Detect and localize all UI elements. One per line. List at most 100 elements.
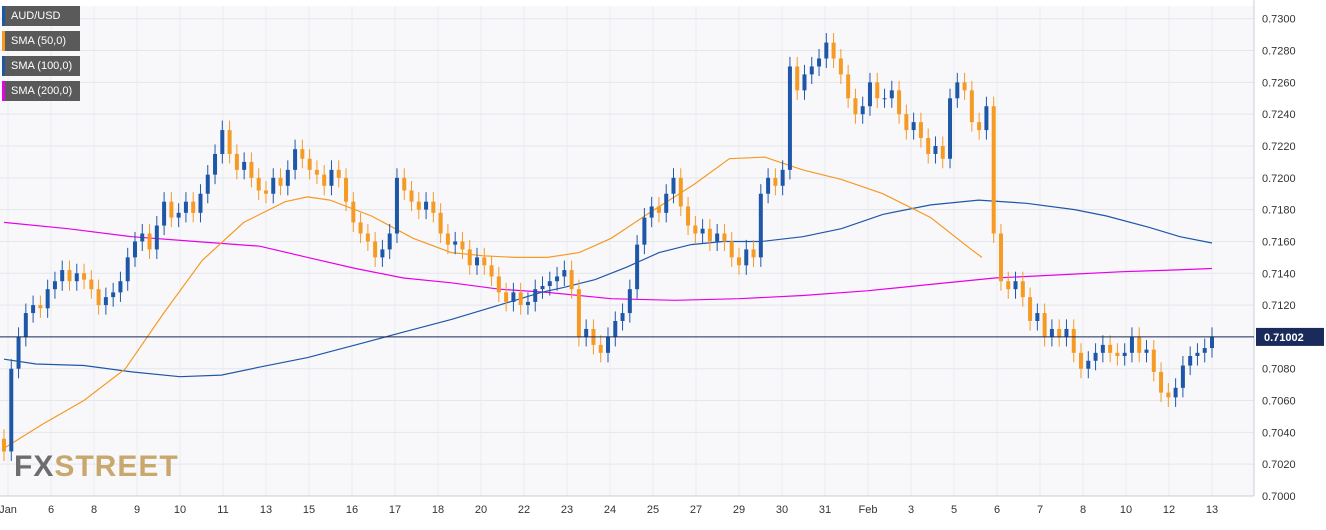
candle-body	[802, 74, 807, 91]
candle-body	[1079, 352, 1084, 369]
candle-body	[387, 233, 392, 250]
y-tick-label: 0.7280	[1262, 46, 1296, 58]
candle-body	[1042, 313, 1047, 337]
candle-body	[242, 161, 247, 170]
x-tick-label: 16	[346, 504, 358, 516]
candle-body	[576, 289, 581, 337]
x-tick-label: 29	[733, 504, 745, 516]
candle-body	[52, 281, 57, 290]
x-tick-label: 7	[1037, 504, 1043, 516]
candle-body	[518, 292, 523, 306]
watermark-part2: STREET	[54, 450, 179, 483]
candle-body	[263, 190, 268, 194]
candle-body	[1020, 281, 1025, 298]
x-tick-label: 3	[908, 504, 914, 516]
legend-swatch	[2, 56, 5, 76]
y-tick-label: 0.7220	[1262, 141, 1296, 153]
candle-body	[678, 177, 683, 207]
candle-body	[169, 201, 174, 218]
candle-body	[686, 206, 691, 226]
candle-body	[314, 169, 319, 175]
candle-body	[853, 98, 858, 115]
x-tick-label: 24	[604, 504, 616, 516]
legend-item-sma50[interactable]: SMA (50,0)	[2, 31, 81, 51]
y-tick-label: 0.7000	[1262, 491, 1296, 503]
candle-body	[766, 177, 771, 194]
legend: AUD/USD SMA (50,0) SMA (100,0) SMA (200,…	[2, 6, 81, 106]
candle-body	[897, 90, 902, 115]
candle-body	[1049, 328, 1054, 337]
candle-body	[16, 336, 21, 369]
candle-body	[918, 122, 923, 139]
x-tick-label: 18	[432, 504, 444, 516]
candle-body	[67, 270, 72, 282]
candle-body	[1100, 344, 1105, 353]
x-tick-label: 11	[217, 504, 228, 516]
candle-body	[1013, 281, 1018, 290]
candle-body	[147, 233, 152, 250]
x-tick-label: 5	[951, 504, 957, 516]
candle-body	[555, 276, 560, 282]
candle-body	[1188, 356, 1193, 366]
candle-body	[598, 344, 603, 353]
candle-body	[926, 138, 931, 154]
candle-body	[1137, 336, 1142, 353]
candle-body	[1144, 349, 1149, 353]
candle-body	[846, 74, 851, 99]
candle-body	[1122, 352, 1127, 356]
legend-item-audusd[interactable]: AUD/USD	[2, 6, 81, 26]
candle-body	[984, 106, 989, 131]
candle-body	[795, 66, 800, 91]
x-tick-label: 25	[647, 504, 659, 516]
candle-body	[460, 241, 465, 250]
candle-body	[584, 328, 589, 337]
candle-body	[31, 305, 36, 314]
candle-body	[977, 122, 982, 131]
candle-body	[74, 273, 79, 282]
candle-body	[198, 193, 203, 213]
candle-body	[1035, 313, 1040, 321]
candle-body	[271, 177, 276, 194]
candle-body	[955, 82, 960, 99]
legend-label: AUD/USD	[11, 10, 61, 22]
current-price-label: 0.71002	[1264, 332, 1304, 344]
candle-body	[911, 122, 916, 131]
candle-body	[402, 177, 407, 191]
candle-body	[642, 217, 647, 245]
candle-body	[300, 149, 305, 159]
candle-body	[118, 281, 123, 293]
y-tick-label: 0.7240	[1262, 109, 1296, 121]
sma50-line	[3, 156, 983, 449]
candle-body	[860, 106, 865, 115]
candle-body	[1064, 328, 1069, 337]
legend-item-sma100[interactable]: SMA (100,0)	[2, 56, 81, 76]
candle-body	[904, 114, 909, 131]
candle-body	[467, 249, 472, 266]
candle-body	[649, 206, 654, 218]
candle-body	[1086, 360, 1091, 369]
candle-body	[475, 257, 480, 266]
candle-body	[9, 368, 14, 452]
candle-body	[358, 222, 363, 234]
candle-body	[693, 225, 698, 234]
candle-body	[453, 241, 458, 245]
candle-body	[613, 321, 618, 337]
x-tick-label: 30	[776, 504, 788, 516]
candle-body	[351, 201, 356, 223]
candle-body	[831, 42, 836, 59]
candle-body	[1166, 392, 1171, 398]
candle-body	[1129, 336, 1134, 353]
legend-item-sma200[interactable]: SMA (200,0)	[2, 81, 81, 101]
x-tick-label: 15	[303, 504, 315, 516]
candle-body	[307, 158, 312, 170]
candle-body	[1195, 352, 1200, 356]
candle-body	[940, 146, 945, 159]
y-tick-label: 0.7120	[1262, 300, 1296, 312]
candle-body	[715, 233, 720, 242]
candle-body	[103, 297, 108, 306]
candle-body	[540, 286, 545, 290]
candle-body	[496, 276, 501, 293]
candle-body	[787, 66, 792, 170]
x-tick-label: 22	[518, 504, 530, 516]
